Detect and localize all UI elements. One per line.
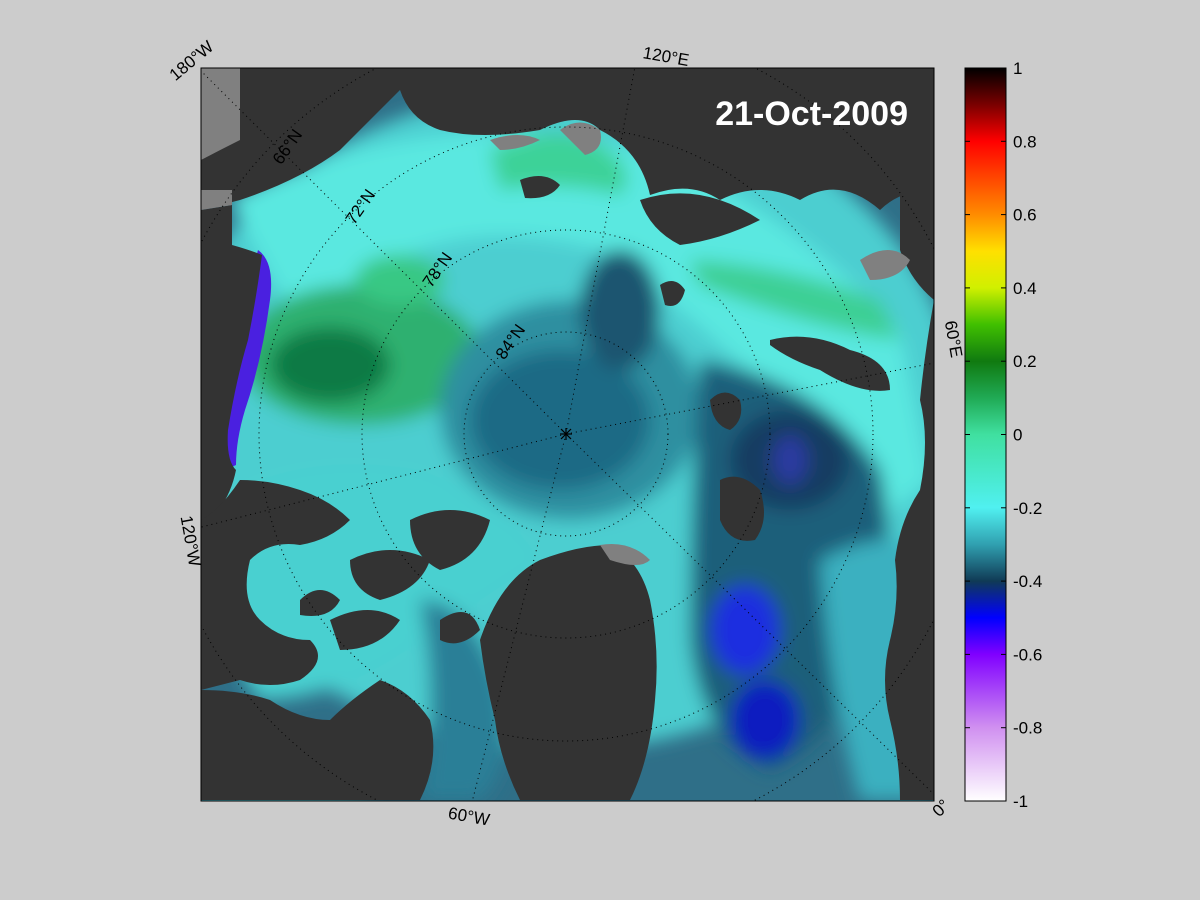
date-label: 21-Oct-2009: [715, 95, 908, 133]
colorbar-tick-label: 1: [1013, 59, 1022, 78]
colorbar-tick-label: 0.8: [1013, 132, 1037, 151]
lon-label-120e: 120°E: [641, 43, 690, 70]
colorbar-tick-label: 0.6: [1013, 206, 1037, 225]
colorbar-gradient: [964, 67, 1007, 802]
map-frame: [200, 67, 935, 802]
lon-label-60e: 60°E: [941, 319, 966, 359]
lon-label-120w: 120°W: [177, 514, 205, 568]
map-panel: 66°N 72°N 78°N 84°N: [201, 68, 934, 801]
colorbar-tick-label: -1: [1013, 792, 1028, 811]
west-coast-anomaly-strip: [225, 250, 272, 470]
colorbar-tick-label: 0: [1013, 426, 1022, 445]
colorbar-tick-label: -0.6: [1013, 645, 1042, 664]
graticule: [201, 68, 934, 801]
colorbar-tick-label: 0.2: [1013, 352, 1037, 371]
colorbar: 1 0.8 0.6 0.4 0.2 0 -0.2 -0.4 -0.6 -0.8 -1: [964, 59, 1042, 811]
north-pole-marker: [560, 428, 572, 440]
colorbar-tick-label: -0.2: [1013, 499, 1042, 518]
colorbar-tick-label: -0.8: [1013, 719, 1042, 738]
land-masses: [201, 68, 934, 800]
masked-areas: [201, 68, 910, 565]
colorbar-ticks: 1 0.8 0.6 0.4 0.2 0 -0.2 -0.4 -0.6 -0.8 -1: [965, 59, 1042, 811]
lon-label-60w: 60°W: [447, 804, 491, 830]
colorbar-tick-label: 0.4: [1013, 279, 1037, 298]
colorbar-tick-label: -0.4: [1013, 572, 1042, 591]
